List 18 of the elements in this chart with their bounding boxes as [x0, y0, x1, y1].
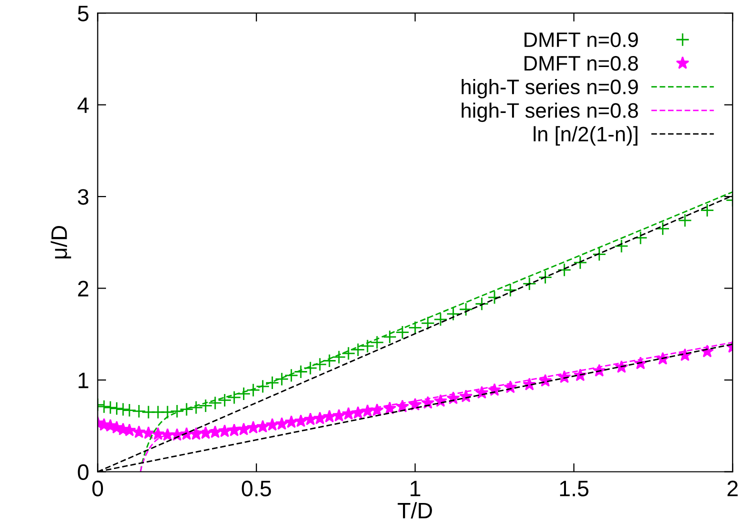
y-axis-title: μ/D	[50, 226, 72, 258]
x-tick-label: 0	[92, 480, 103, 496]
y-tick-label: 3	[78, 189, 88, 205]
y-tick-label: 4	[78, 98, 89, 113]
legend-label: DMFT n=0.9	[524, 32, 638, 48]
y-tick-label: 1	[78, 372, 88, 388]
y-tick-label: 0	[78, 464, 88, 480]
x-tick-label: 1.5	[560, 480, 588, 496]
x-tick-label: 0.5	[242, 480, 271, 496]
y-tick-label: 2	[78, 280, 88, 296]
legend-label: high-T series n=0.8	[462, 102, 638, 122]
legend-label: ln [n/2(1-n)]	[534, 126, 638, 146]
x-tick-label: 2	[728, 480, 738, 496]
legend-label: high-T series n=0.9	[462, 79, 638, 98]
x-tick-label: 1	[410, 480, 420, 496]
legend-label: DMFT n=0.8	[524, 56, 638, 71]
y-tick-label: 5	[78, 6, 88, 22]
x-axis-title: T/D	[398, 502, 432, 519]
